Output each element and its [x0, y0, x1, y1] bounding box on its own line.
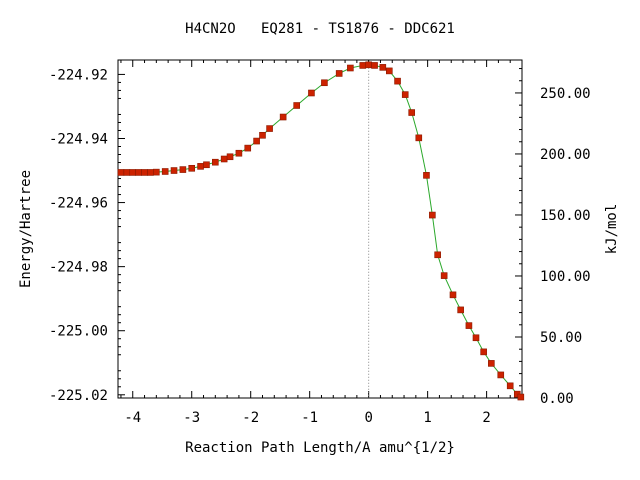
y2-tick-label: 100.00: [540, 269, 591, 285]
data-point: [188, 164, 196, 172]
data-point: [429, 211, 436, 219]
data-point: [457, 306, 464, 314]
data-point: [147, 169, 154, 176]
data-point: [449, 291, 457, 299]
y-tick-label: -224.98: [49, 260, 108, 276]
data-point: [465, 322, 473, 329]
data-point: [117, 169, 125, 176]
data-point: [266, 125, 273, 132]
y2-tick-label: 200.00: [540, 147, 591, 163]
data-point: [212, 158, 219, 166]
data-point: [415, 134, 423, 142]
data-point: [235, 149, 243, 157]
data-point: [321, 79, 328, 87]
data-points: [117, 61, 525, 401]
data-point: [365, 61, 372, 69]
data-point: [347, 64, 354, 72]
y2-tick-label: 50.00: [540, 330, 582, 346]
data-point: [379, 64, 387, 71]
data-point: [141, 169, 148, 176]
data-point: [308, 89, 315, 97]
data-point: [423, 172, 430, 179]
data-point: [401, 91, 409, 98]
y-axis-left: -224.92 -224.94 -224.96 -224.98 -225.00 -225.…: [49, 67, 125, 404]
x-tick-label: 2: [482, 410, 490, 426]
data-point: [506, 382, 514, 390]
data-point: [279, 113, 287, 121]
y-axis-right: 250.00 200.00 150.00 100.00 50.00 0.00: [515, 68, 591, 407]
y2-tick-label: 250.00: [540, 86, 591, 102]
data-point: [335, 70, 343, 77]
data-point: [226, 153, 234, 161]
data-point: [220, 155, 228, 163]
data-point: [371, 62, 378, 69]
x-tick-label: -1: [301, 410, 318, 426]
x-tick-label: -4: [124, 410, 141, 426]
data-point: [129, 169, 137, 176]
y-axis-right-label: kJ/mol: [604, 204, 620, 255]
x-tick-label: -3: [183, 410, 200, 426]
data-point: [408, 109, 416, 116]
data-point: [135, 169, 142, 176]
data-point: [197, 163, 204, 170]
data-point: [394, 77, 401, 85]
x-tick-label: -2: [242, 410, 259, 426]
data-point: [385, 67, 393, 75]
y2-tick-label: 150.00: [540, 208, 591, 224]
data-point: [472, 334, 480, 342]
data-point: [170, 167, 178, 174]
plot-frame: [117, 59, 523, 399]
energy-curve: [120, 64, 522, 398]
data-point: [253, 137, 260, 145]
x-axis-label: Reaction Path Length/A amu^{1/2}: [185, 440, 455, 456]
data-point: [480, 348, 487, 356]
data-point: [153, 168, 160, 176]
data-point: [497, 371, 505, 379]
data-point: [179, 166, 187, 173]
data-point: [359, 62, 367, 69]
chart-title: H4CN2O EQ281 - TS1876 - DDC621: [185, 21, 455, 37]
y-axis-left-label: Energy/Hartree: [18, 170, 34, 288]
data-point: [161, 168, 169, 175]
y-tick-label: -225.02: [49, 388, 108, 404]
y-tick-label: -224.92: [49, 67, 108, 83]
data-point: [203, 161, 210, 169]
data-point: [488, 360, 495, 367]
data-point: [244, 144, 252, 152]
y-tick-label: -224.94: [49, 131, 108, 147]
x-axis: -4 -3 -2 -1 0 1 2: [120, 60, 523, 426]
data-point: [293, 102, 301, 109]
data-point: [259, 131, 266, 139]
data-point: [123, 169, 131, 176]
y2-tick-label: 0.00: [540, 391, 574, 407]
data-point: [517, 393, 525, 401]
data-point: [434, 251, 441, 259]
y-tick-label: -225.00: [49, 324, 108, 340]
x-tick-label: 1: [423, 410, 431, 426]
y-tick-label: -224.96: [49, 196, 108, 212]
x-tick-label: 0: [364, 410, 372, 426]
data-point: [440, 272, 448, 279]
